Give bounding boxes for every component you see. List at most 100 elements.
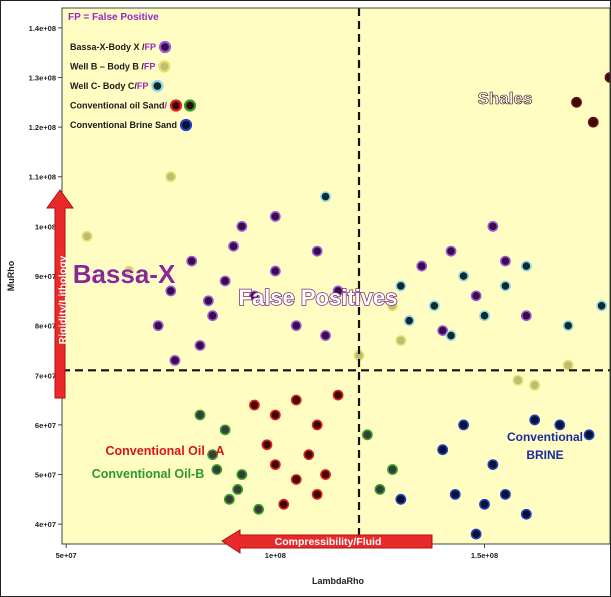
legend-marker (179, 118, 193, 132)
legend-item-label: Conventional Brine Sand (70, 120, 177, 130)
data-point (249, 399, 260, 411)
data-point (311, 488, 323, 500)
data-point (529, 379, 541, 391)
data-point (290, 320, 302, 332)
y-tick-label: 1.3e+08 (29, 73, 56, 82)
legend-marker (183, 99, 197, 112)
cluster-conventional-oil-a (249, 389, 344, 510)
data-point (81, 230, 93, 242)
compressibility-arrow: Compressibility/Fluid (221, 529, 433, 554)
false-positives-label: False Positives (239, 285, 398, 310)
cluster-shales (571, 72, 611, 128)
data-point (236, 220, 248, 232)
data-point (269, 211, 281, 222)
data-point (332, 285, 344, 297)
data-point (269, 265, 281, 277)
data-point (236, 469, 248, 480)
data-point (437, 325, 449, 336)
legend-fp-suffix: FP (144, 62, 156, 72)
data-point (290, 474, 302, 485)
data-point (562, 359, 574, 371)
data-point (290, 394, 302, 406)
data-point (332, 389, 344, 401)
data-point (479, 310, 490, 322)
rigidity-arrow: Rigidity/Lithology (46, 189, 74, 399)
y-tick-label: 7e+07 (35, 371, 56, 380)
data-point (320, 330, 331, 341)
brine-label-line1: Conventional (507, 430, 583, 444)
data-point (403, 315, 415, 327)
x-tick-label: 1.5e+08 (471, 551, 498, 560)
data-point (395, 280, 407, 292)
y-tick-label: 1e+08 (35, 222, 56, 231)
x-axis-title: LambdaRho (312, 576, 365, 586)
data-point (487, 220, 499, 232)
oil-b-label: Conventional Oil-B (92, 467, 205, 481)
data-point (320, 469, 331, 480)
rigidity-label: Rigidity/Lithology (57, 256, 69, 345)
legend-marker (169, 99, 183, 112)
data-point (529, 414, 541, 426)
data-point (395, 493, 407, 505)
data-point (428, 300, 440, 312)
legend-item: Conventional Brine Sand (70, 118, 193, 132)
data-point (395, 335, 407, 346)
legend-item: Well B – Body B /FP (70, 60, 171, 73)
y-tick-label: 4e+07 (35, 520, 56, 529)
legend-marker (158, 60, 171, 73)
data-point (320, 191, 331, 202)
legend-fp-suffix: FP (145, 42, 157, 52)
x-tick-label: 5e+07 (56, 551, 77, 560)
data-point (311, 419, 323, 431)
brine-label-line2: BRINE (526, 448, 563, 462)
data-point (458, 270, 469, 282)
oil-a-label: Conventional Oil - A (106, 444, 225, 458)
cluster-conventional-oil-b (194, 409, 398, 515)
data-point (123, 265, 135, 277)
data-point (374, 484, 386, 495)
data-point (445, 245, 457, 257)
legend-title: FP = False Positive (68, 12, 159, 23)
cluster-bassa-x (152, 211, 532, 366)
plot-background (62, 8, 610, 544)
data-point (458, 419, 469, 431)
legend-item: Bassa-X-Body X /FP (70, 40, 172, 54)
data-point (449, 488, 461, 500)
legend-item-label: Conventional oil Sand/ (70, 101, 168, 111)
data-point (520, 310, 532, 322)
y-tick-label: 1.1e+08 (29, 173, 56, 182)
data-point (554, 419, 566, 431)
data-point (512, 374, 524, 386)
cluster-conventional-brine (395, 414, 595, 540)
data-point (596, 300, 608, 312)
data-point (520, 508, 532, 520)
legend-marker (158, 40, 172, 54)
legend: FP = False Positive Bassa-X-Body X /FP We… (68, 12, 197, 132)
data-point (278, 498, 290, 510)
legend-marker (151, 79, 164, 93)
data-point (479, 498, 490, 510)
data-point (249, 290, 260, 302)
cluster-well-c (320, 191, 608, 341)
cluster-well-b (81, 171, 574, 391)
data-point (269, 459, 281, 470)
data-point (203, 295, 214, 307)
data-point (253, 503, 265, 515)
data-point (207, 449, 218, 461)
data-point (470, 290, 482, 302)
data-point (387, 300, 398, 312)
legend-item-label: Bassa-X-Body X /FP (70, 42, 156, 52)
x-tick-label: 1e+08 (265, 551, 286, 560)
legend-item-label: Well C- Body C/FP (70, 81, 148, 91)
y-tick-label: 9e+07 (35, 272, 56, 281)
data-point (219, 275, 231, 287)
data-point (500, 280, 511, 292)
data-point (211, 464, 223, 475)
y-tick-label: 1.4e+08 (29, 24, 56, 33)
legend-item: Conventional oil Sand/ (70, 99, 197, 112)
data-point (487, 459, 499, 470)
data-point (186, 255, 198, 267)
data-point (500, 488, 511, 500)
data-point (207, 310, 218, 322)
data-point (500, 255, 511, 267)
